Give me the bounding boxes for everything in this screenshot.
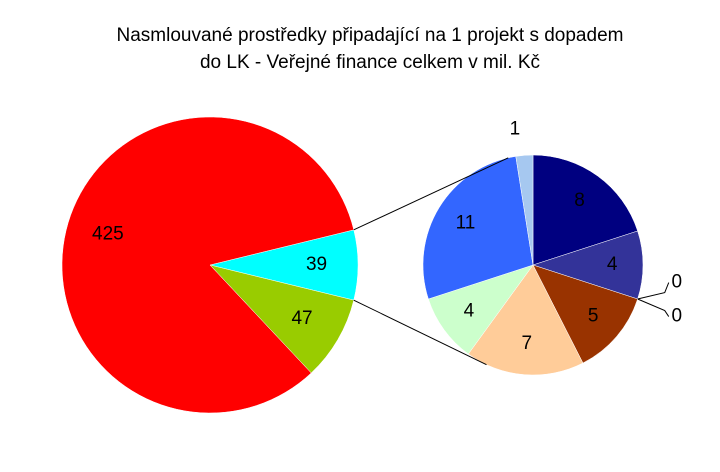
- pie-slice: [467, 264, 584, 376]
- data-label: 425: [92, 224, 124, 245]
- data-label: 1: [510, 118, 521, 139]
- leader-line: [637, 298, 670, 317]
- data-label: 11: [456, 213, 476, 234]
- pie-slice: [209, 264, 355, 374]
- leader-line: [637, 282, 670, 300]
- connector-line: [353, 299, 487, 366]
- pie-slice: [515, 154, 534, 266]
- chart-title: Nasmlouvané prostředky připadající na 1 …: [116, 25, 624, 73]
- data-label: 4: [607, 254, 618, 275]
- pie-slice: [532, 264, 638, 364]
- data-label: 7: [521, 333, 532, 354]
- connector-line: [353, 157, 509, 231]
- data-label: 0: [671, 306, 682, 327]
- pie-slice: [422, 156, 534, 300]
- data-label: 5: [588, 305, 599, 326]
- data-label: 0: [671, 272, 682, 293]
- data-label: 8: [574, 190, 585, 211]
- data-label: 47: [291, 308, 312, 329]
- data-label: 4: [464, 301, 475, 322]
- data-label: 39: [306, 254, 327, 275]
- pie-slice: [61, 116, 355, 414]
- pie-slice: [532, 154, 638, 266]
